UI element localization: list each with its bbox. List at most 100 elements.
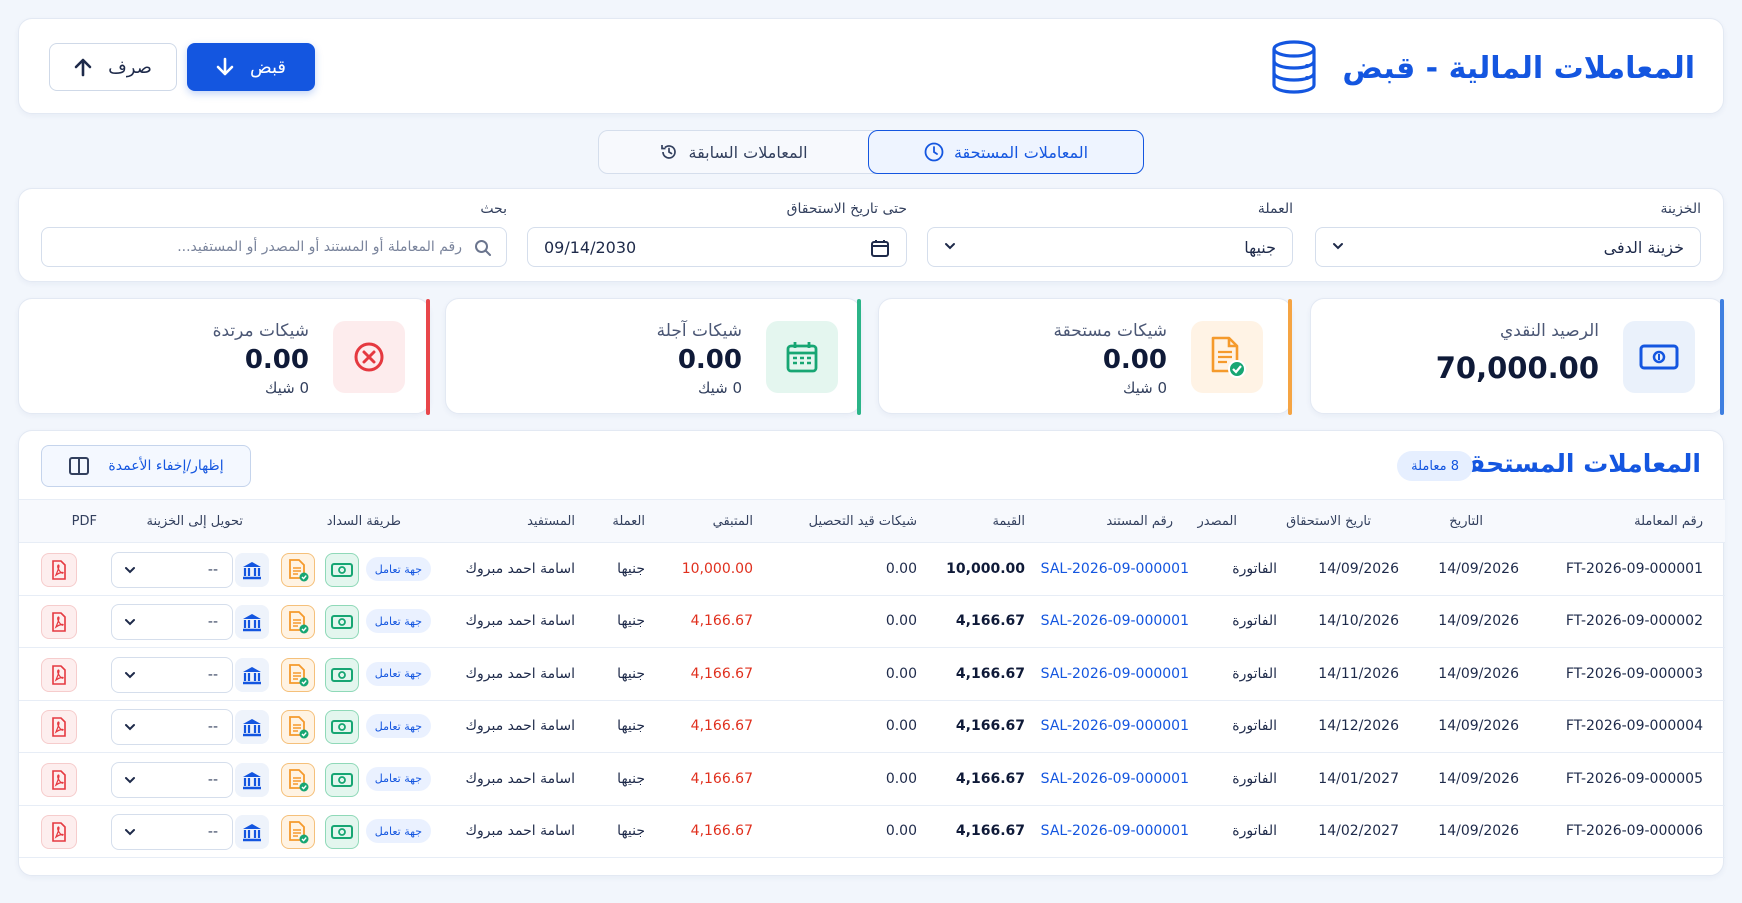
toggle-columns-button[interactable]: إظهار/إخفاء الأعمدة — [41, 445, 251, 487]
banknote-icon — [1623, 321, 1695, 393]
currency-select[interactable]: جنيها — [927, 227, 1293, 267]
search-label: بحث — [480, 201, 507, 217]
pdf-button[interactable] — [41, 815, 77, 849]
cell-date: 14/09/2026 — [1438, 613, 1519, 630]
cash-payment-icon[interactable] — [325, 553, 359, 587]
chevron-down-icon — [945, 243, 955, 250]
search-input[interactable]: رقم المعاملة أو المستند أو المصدر أو الم… — [41, 227, 507, 267]
cell-pending: 0.00 — [885, 718, 917, 735]
cell-pending: 0.00 — [885, 561, 917, 577]
table-row[interactable]: FT-2026-09-000006 14/09/2026 14/02/2027 الف… — [19, 806, 1725, 858]
beneficiary-type-tag: جهة تعامل — [365, 661, 431, 686]
check-payment-icon[interactable] — [281, 657, 315, 692]
pdf-button[interactable] — [41, 553, 77, 587]
tab-due-transactions[interactable]: المعاملات المستحقة — [868, 130, 1144, 174]
stat-title: الرصيد النقدي — [1499, 321, 1599, 341]
cell-source: الفاتورة — [1232, 770, 1277, 787]
transfer-to-treasury-select[interactable]: -- — [111, 656, 233, 693]
check-payment-icon[interactable] — [281, 710, 315, 745]
transfer-to-treasury-select[interactable]: -- — [111, 709, 233, 746]
cash-payment-icon[interactable] — [325, 605, 359, 640]
cell-due-date: 14/10/2026 — [1318, 613, 1399, 630]
cell-pending: 0.00 — [885, 823, 917, 839]
table-row[interactable]: FT-2026-09-000004 14/09/2026 14/12/2026 الف… — [19, 701, 1725, 754]
beneficiary-type-tag: جهة تعامل — [365, 819, 431, 843]
cell-doc-link[interactable]: SAL-2026-09-000001 — [1040, 665, 1189, 682]
transactions-table-card: المعاملات المستحقة 8 معاملة إظهار/إخفاء … — [18, 430, 1725, 876]
bank-payment-icon[interactable] — [235, 815, 269, 849]
check-payment-icon[interactable] — [281, 605, 315, 640]
cell-id: FT-2026-09-000005 — [1565, 770, 1703, 787]
table-row[interactable]: FT-2026-09-000003 14/09/2026 14/11/2026 الف… — [19, 649, 1725, 701]
th-currency: العملة — [612, 514, 645, 529]
cell-beneficiary: اسامة احمد مبروك — [465, 613, 575, 630]
stat-value: 0.00 — [1102, 345, 1167, 375]
receive-button[interactable]: قبض — [187, 43, 315, 91]
th-amount: القيمة — [992, 514, 1025, 529]
bank-payment-icon[interactable] — [235, 762, 269, 797]
check-payment-icon[interactable] — [281, 762, 315, 797]
cell-doc-link[interactable]: SAL-2026-09-000001 — [1040, 718, 1189, 735]
cash-payment-icon[interactable] — [325, 657, 359, 692]
cell-beneficiary: اسامة احمد مبروك — [465, 718, 575, 735]
cash-payment-icon[interactable] — [325, 762, 359, 797]
transfer-value: -- — [207, 562, 218, 578]
table-row[interactable]: FT-2026-09-000001 14/09/2026 14/09/2026 الف… — [19, 544, 1725, 596]
cell-currency: جنيها — [617, 561, 645, 577]
cell-remaining: 4,166.67 — [690, 665, 753, 682]
columns-icon — [69, 457, 90, 475]
pdf-button[interactable] — [41, 762, 77, 797]
chevron-down-icon — [125, 671, 135, 679]
cash-payment-icon[interactable] — [325, 710, 359, 745]
arrow-up-icon — [74, 58, 92, 77]
cell-doc-link[interactable]: SAL-2026-09-000001 — [1040, 561, 1189, 577]
tabs-bar: المعاملات المستحقة المعاملات السابقة — [598, 130, 1144, 174]
cell-source: الفاتورة — [1232, 823, 1277, 839]
cash-payment-icon[interactable] — [325, 815, 359, 849]
transfer-to-treasury-select[interactable]: -- — [111, 604, 233, 641]
table-row[interactable]: FT-2026-09-000002 14/09/2026 14/10/2026 الف… — [19, 596, 1725, 649]
toggle-columns-label: إظهار/إخفاء الأعمدة — [108, 458, 224, 474]
pdf-button[interactable] — [41, 605, 77, 640]
th-payment-method: طريقة السداد — [326, 514, 401, 529]
table-row[interactable]: FT-2026-09-000005 14/09/2026 14/01/2027 الف… — [19, 754, 1725, 806]
bank-payment-icon[interactable] — [235, 657, 269, 692]
transfer-to-treasury-select[interactable]: -- — [111, 761, 233, 798]
cell-doc-link[interactable]: SAL-2026-09-000001 — [1040, 613, 1189, 630]
pdf-icon — [52, 664, 66, 685]
transfer-to-treasury-select[interactable]: -- — [111, 814, 233, 850]
tab-previous-transactions[interactable]: المعاملات السابقة — [599, 130, 869, 174]
bank-payment-icon[interactable] — [235, 710, 269, 745]
currency-value: جنيها — [1244, 237, 1276, 257]
cell-id: FT-2026-09-000002 — [1565, 613, 1703, 630]
due-date-value: 09/14/2030 — [544, 237, 637, 257]
cell-doc-link[interactable]: SAL-2026-09-000001 — [1040, 770, 1189, 787]
pdf-button[interactable] — [41, 710, 77, 745]
transfer-to-treasury-select[interactable]: -- — [111, 552, 233, 588]
cell-doc-link[interactable]: SAL-2026-09-000001 — [1040, 823, 1189, 839]
due-date-input[interactable]: 09/14/2030 — [527, 227, 907, 267]
stat-accent-bar — [426, 299, 430, 415]
th-doc: رقم المستند — [1106, 514, 1173, 529]
cell-id: FT-2026-09-000006 — [1565, 823, 1703, 839]
cell-due-date: 14/11/2026 — [1318, 665, 1399, 682]
search-placeholder: رقم المعاملة أو المستند أو المصدر أو الم… — [177, 239, 462, 255]
transfer-value: -- — [207, 719, 218, 736]
cell-date: 14/09/2026 — [1438, 665, 1519, 682]
pay-button[interactable]: صرف — [49, 43, 177, 91]
cell-source: الفاتورة — [1232, 665, 1277, 682]
check-payment-icon[interactable] — [281, 815, 315, 849]
check-payment-icon[interactable] — [281, 553, 315, 587]
stat-value: 70,000.00 — [1435, 351, 1599, 385]
treasury-select[interactable]: خزينة الدفى — [1315, 227, 1701, 267]
pdf-button[interactable] — [41, 657, 77, 692]
bank-payment-icon[interactable] — [235, 605, 269, 640]
cell-amount: 10,000.00 — [946, 561, 1025, 577]
cell-remaining: 4,166.67 — [690, 613, 753, 630]
currency-label: العملة — [1257, 201, 1293, 217]
bank-payment-icon[interactable] — [235, 553, 269, 587]
beneficiary-type-tag: جهة تعامل — [365, 557, 431, 581]
chevron-down-icon — [125, 776, 135, 784]
cell-amount: 4,166.67 — [955, 718, 1025, 735]
th-transfer: تحويل إلى الخزينة — [146, 514, 243, 529]
